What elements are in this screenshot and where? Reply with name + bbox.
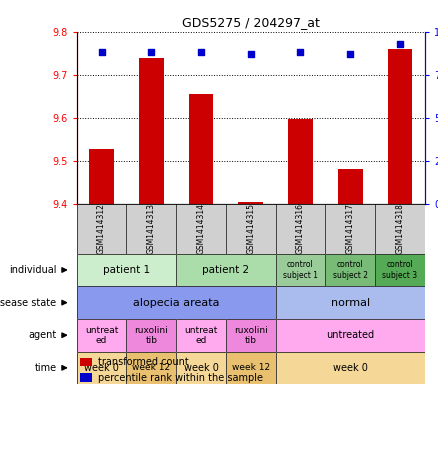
Text: ruxolini
tib: ruxolini tib [234,326,268,345]
Text: percentile rank within the sample: percentile rank within the sample [98,372,262,383]
Title: GDS5275 / 204297_at: GDS5275 / 204297_at [182,16,320,29]
Text: GSM1414315: GSM1414315 [246,203,255,254]
Text: patient 1: patient 1 [103,265,150,275]
Text: week 0: week 0 [333,363,367,373]
Point [198,49,205,56]
Text: untreated: untreated [326,330,374,340]
Bar [338,169,363,204]
Text: week 12: week 12 [132,363,170,372]
Text: alopecia areata: alopecia areata [133,298,219,308]
Text: control
subject 3: control subject 3 [382,260,417,280]
Text: week 0: week 0 [184,363,219,373]
Text: week 0: week 0 [84,363,119,373]
Text: patient 2: patient 2 [202,265,250,275]
Bar [288,119,313,204]
Text: untreat
ed: untreat ed [85,326,118,345]
Point [98,49,105,56]
Point [247,50,254,58]
Point [347,50,354,58]
Bar [388,49,413,204]
Point [297,49,304,56]
Text: individual: individual [9,265,57,275]
Text: control
subject 2: control subject 2 [333,260,368,280]
Text: disease state: disease state [0,298,57,308]
Text: normal: normal [331,298,370,308]
Text: control
subject 1: control subject 1 [283,260,318,280]
Point [396,40,403,48]
Text: time: time [35,363,57,373]
Bar [189,94,213,204]
Text: GSM1414314: GSM1414314 [197,203,205,254]
Text: GSM1414312: GSM1414312 [97,203,106,254]
Bar [139,58,164,204]
Bar [238,202,263,204]
Bar [80,373,92,382]
Text: GSM1414318: GSM1414318 [396,203,404,254]
Text: untreat
ed: untreat ed [184,326,218,345]
Text: GSM1414317: GSM1414317 [346,203,355,254]
Text: ruxolini
tib: ruxolini tib [134,326,168,345]
Text: GSM1414316: GSM1414316 [296,203,305,254]
Bar [80,358,92,366]
Text: transformed count: transformed count [98,357,188,367]
Text: agent: agent [28,330,57,340]
Point [148,49,155,56]
Text: GSM1414313: GSM1414313 [147,203,156,254]
Bar [89,149,114,204]
Text: week 12: week 12 [232,363,270,372]
